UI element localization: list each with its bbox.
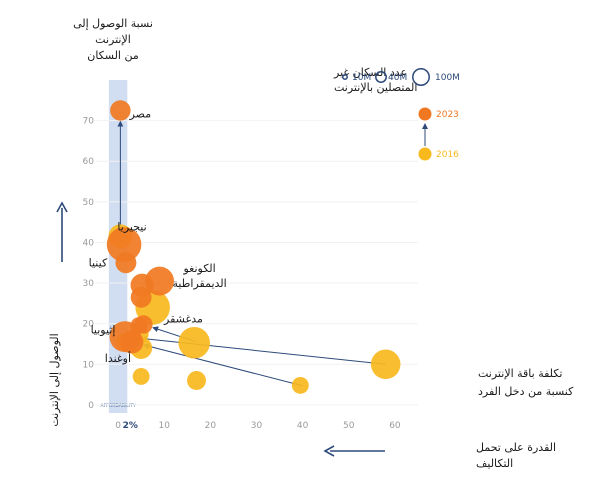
point-label: كينيا <box>89 257 108 270</box>
text-line: الإنترنت <box>95 33 131 46</box>
x-tick-label: 50 <box>343 421 355 431</box>
y-axis-title: الوصول إلى الإنترنت <box>48 333 61 426</box>
y-tick-label: 40 <box>83 238 95 248</box>
size-legend-bubble <box>375 71 387 83</box>
size-legend-bubble <box>342 74 348 80</box>
size-legend-label: 10M <box>352 73 371 83</box>
point-label: مصر <box>129 107 152 120</box>
x-tick-label: 10 <box>158 421 170 431</box>
data-point-2023 <box>130 286 152 308</box>
text-line: التكاليف <box>476 457 513 470</box>
data-point-2023 <box>115 252 137 274</box>
band-tick-label: 2% <box>123 421 138 431</box>
point-label: الكونغو <box>182 262 215 275</box>
data-point-2023 <box>110 100 131 121</box>
y-tick-label: 10 <box>83 360 95 370</box>
y-axis-arrow-head <box>56 201 68 213</box>
point-label: إثيوبيا <box>91 324 116 337</box>
size-legend-label: 40M <box>388 73 407 83</box>
y-tick-label: 50 <box>83 198 95 208</box>
y-tick-label: 0 <box>88 401 94 411</box>
year-legend: 2023 2016 <box>418 107 459 161</box>
x-tick-label: 30 <box>251 421 263 431</box>
size-legend-title: عدد السكان غير المتصلين بالإنترنت <box>333 66 417 94</box>
chart-title: نسبة الوصول إلى الإنترنت من السكان <box>73 17 153 62</box>
year-legend-label: 2016 <box>436 150 459 160</box>
y-tick-label: 30 <box>83 279 95 289</box>
data-point-2016 <box>291 376 309 394</box>
x-tick-label: 20 <box>205 421 217 431</box>
text-line: عدد السكان غير <box>333 66 407 79</box>
data-point-2016 <box>178 326 210 359</box>
size-legend-label: 100M <box>435 73 460 83</box>
size-legend-bubble <box>412 68 430 86</box>
year-legend-dot-2016 <box>418 147 432 161</box>
data-point-2016 <box>187 371 206 390</box>
data-point-layer <box>106 100 401 394</box>
text-line: كنسبة من دخل الفرد <box>478 385 574 398</box>
point-label: أوغندا <box>105 351 131 365</box>
tick-label-layer: 0 10 20 30 40 50 60 70 0 10 20 30 40 50 60 2% <box>83 117 401 431</box>
text-line: المتصلين بالإنترنت <box>334 81 417 94</box>
change-arrow <box>143 343 303 387</box>
text-line: نسبة الوصول إلى <box>73 17 153 30</box>
data-point-2016 <box>132 368 150 385</box>
y-tick-label: 60 <box>83 157 95 167</box>
point-label: الديمقراطية <box>172 277 226 290</box>
data-point-2016 <box>370 349 401 380</box>
cost-annotation: تكلفة باقة الإنترنت كنسبة من دخل الفرد <box>478 367 574 398</box>
text-line: من السكان <box>87 49 139 62</box>
x-tick-label: 0 <box>115 421 121 431</box>
size-legend: 10M 40M 100M <box>342 68 460 86</box>
data-point-2023 <box>106 227 142 262</box>
data-point-2023 <box>130 317 148 335</box>
point-label: مدغشقر <box>163 312 203 325</box>
y-tick-label: 70 <box>83 117 95 127</box>
x-axis-title: القدرة على تحمل التكاليف <box>476 441 556 470</box>
year-legend-label: 2023 <box>436 110 459 120</box>
x-tick-label: 40 <box>297 421 309 431</box>
affordability-band-label: AFFORDABILITY <box>101 403 136 409</box>
x-tick-label: 60 <box>389 421 401 431</box>
text-line: القدرة على تحمل <box>476 441 556 454</box>
text-line: تكلفة باقة الإنترنت <box>478 367 562 380</box>
x-axis-arrow-head <box>323 445 335 457</box>
point-label-layer: مصر نيجيريا كينيا الكونغو الديمقراطية مدغشقر إ… <box>89 107 227 364</box>
data-point-2023 <box>120 330 144 354</box>
change-arrow <box>140 335 386 365</box>
point-label: نيجيريا <box>117 220 146 233</box>
year-legend-dot-2023 <box>418 107 432 121</box>
y-tick-label: 20 <box>83 320 95 330</box>
